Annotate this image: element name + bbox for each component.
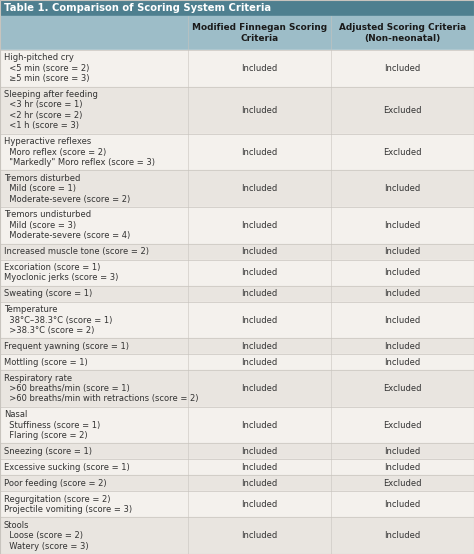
Text: High-pitched cry: High-pitched cry (4, 53, 74, 63)
Text: Included: Included (241, 289, 278, 298)
Text: Included: Included (241, 184, 278, 193)
Bar (0, 459, 474, 475)
Text: Projectile vomiting (score = 3): Projectile vomiting (score = 3) (4, 505, 132, 514)
Text: Tremors disturbed: Tremors disturbed (4, 174, 81, 183)
Text: 38°C–38.3°C (score = 1): 38°C–38.3°C (score = 1) (4, 316, 112, 325)
Text: Included: Included (384, 500, 420, 509)
Text: >38.3°C (score = 2): >38.3°C (score = 2) (4, 326, 94, 335)
Text: Included: Included (241, 268, 278, 277)
Text: Included: Included (384, 531, 420, 540)
Text: Excessive sucking (score = 1): Excessive sucking (score = 1) (4, 463, 130, 472)
Text: Included: Included (241, 316, 278, 325)
Text: Included: Included (384, 342, 420, 351)
Text: Watery (score = 3): Watery (score = 3) (4, 542, 89, 551)
Text: Included: Included (241, 463, 278, 472)
Text: Included: Included (384, 463, 420, 472)
Text: Sleeping after feeding: Sleeping after feeding (4, 90, 98, 99)
Text: Flaring (score = 2): Flaring (score = 2) (4, 431, 88, 440)
Bar (0, 407, 474, 443)
Text: Moderate-severe (score = 2): Moderate-severe (score = 2) (4, 194, 130, 204)
Text: <3 hr (score = 1): <3 hr (score = 1) (4, 100, 82, 110)
Text: Included: Included (241, 106, 278, 115)
Text: Included: Included (384, 247, 420, 256)
Text: Mild (score = 1): Mild (score = 1) (4, 184, 76, 193)
Bar (0, 171, 474, 207)
Bar (0, 134, 474, 171)
Text: <5 min (score = 2): <5 min (score = 2) (4, 64, 90, 73)
Bar (0, 443, 474, 459)
Text: ≥5 min (score = 3): ≥5 min (score = 3) (4, 74, 90, 83)
Text: Included: Included (241, 420, 278, 430)
Text: Regurgitation (score = 2): Regurgitation (score = 2) (4, 495, 110, 504)
Text: Excluded: Excluded (383, 420, 422, 430)
Text: Included: Included (241, 358, 278, 367)
Text: <1 h (score = 3): <1 h (score = 3) (4, 121, 79, 130)
Text: Included: Included (384, 289, 420, 298)
Text: Included: Included (384, 447, 420, 456)
Bar (0, 50, 474, 86)
Text: Included: Included (384, 221, 420, 230)
Text: Included: Included (241, 384, 278, 393)
Text: Included: Included (384, 64, 420, 73)
Bar (0, 244, 474, 260)
Text: Sweating (score = 1): Sweating (score = 1) (4, 289, 92, 298)
Text: Nasal: Nasal (4, 410, 27, 419)
Text: Included: Included (384, 184, 420, 193)
Text: Excluded: Excluded (383, 384, 422, 393)
Bar (0, 370, 474, 407)
Text: Respiratory rate: Respiratory rate (4, 373, 72, 383)
Text: Included: Included (241, 221, 278, 230)
Text: Included: Included (241, 64, 278, 73)
Text: Included: Included (384, 268, 420, 277)
Text: Adjusted Scoring Criteria
(Non-neonatal): Adjusted Scoring Criteria (Non-neonatal) (339, 23, 466, 43)
Text: Excoriation (score = 1): Excoriation (score = 1) (4, 263, 100, 272)
Text: Mottling (score = 1): Mottling (score = 1) (4, 358, 88, 367)
Text: Included: Included (241, 479, 278, 488)
Text: <2 hr (score = 2): <2 hr (score = 2) (4, 111, 82, 120)
Text: Included: Included (241, 342, 278, 351)
Bar (0, 16, 474, 50)
Text: Table 1. Comparison of Scoring System Criteria: Table 1. Comparison of Scoring System Cr… (4, 3, 271, 13)
Text: Loose (score = 2): Loose (score = 2) (4, 531, 83, 540)
Bar (0, 302, 474, 338)
Text: Excluded: Excluded (383, 147, 422, 157)
Text: Sneezing (score = 1): Sneezing (score = 1) (4, 447, 92, 456)
Text: Moro reflex (score = 2): Moro reflex (score = 2) (4, 147, 106, 157)
Bar (0, 517, 474, 554)
Bar (0, 338, 474, 354)
Text: Included: Included (241, 531, 278, 540)
Text: Stools: Stools (4, 521, 29, 530)
Text: Increased muscle tone (score = 2): Increased muscle tone (score = 2) (4, 247, 149, 256)
Text: Included: Included (384, 316, 420, 325)
Text: "Markedly" Moro reflex (score = 3): "Markedly" Moro reflex (score = 3) (4, 158, 155, 167)
Text: >60 breaths/min (score = 1): >60 breaths/min (score = 1) (4, 384, 130, 393)
Text: Tremors undisturbed: Tremors undisturbed (4, 211, 91, 219)
Text: >60 breaths/min with retractions (score = 2): >60 breaths/min with retractions (score … (4, 394, 199, 403)
Text: Included: Included (241, 147, 278, 157)
Text: Included: Included (241, 447, 278, 456)
Bar (0, 260, 474, 286)
Bar (0, 207, 474, 244)
Text: Included: Included (384, 358, 420, 367)
Text: Mild (score = 3): Mild (score = 3) (4, 221, 76, 230)
Text: Frequent yawning (score = 1): Frequent yawning (score = 1) (4, 342, 129, 351)
Text: Modified Finnegan Scoring
Criteria: Modified Finnegan Scoring Criteria (192, 23, 327, 43)
Text: Hyperactive reflexes: Hyperactive reflexes (4, 137, 91, 146)
Text: Moderate-severe (score = 4): Moderate-severe (score = 4) (4, 231, 130, 240)
Text: Temperature: Temperature (4, 305, 57, 314)
Text: Excluded: Excluded (383, 479, 422, 488)
Text: Stuffiness (score = 1): Stuffiness (score = 1) (4, 420, 100, 430)
Text: Included: Included (241, 247, 278, 256)
Text: Poor feeding (score = 2): Poor feeding (score = 2) (4, 479, 107, 488)
Bar (0, 491, 474, 517)
Bar (0, 86, 474, 134)
Bar (0, 0, 474, 16)
Bar (0, 475, 474, 491)
Bar (0, 286, 474, 302)
Text: Myoclonic jerks (score = 3): Myoclonic jerks (score = 3) (4, 274, 118, 283)
Text: Excluded: Excluded (383, 106, 422, 115)
Text: Included: Included (241, 500, 278, 509)
Bar (0, 354, 474, 370)
